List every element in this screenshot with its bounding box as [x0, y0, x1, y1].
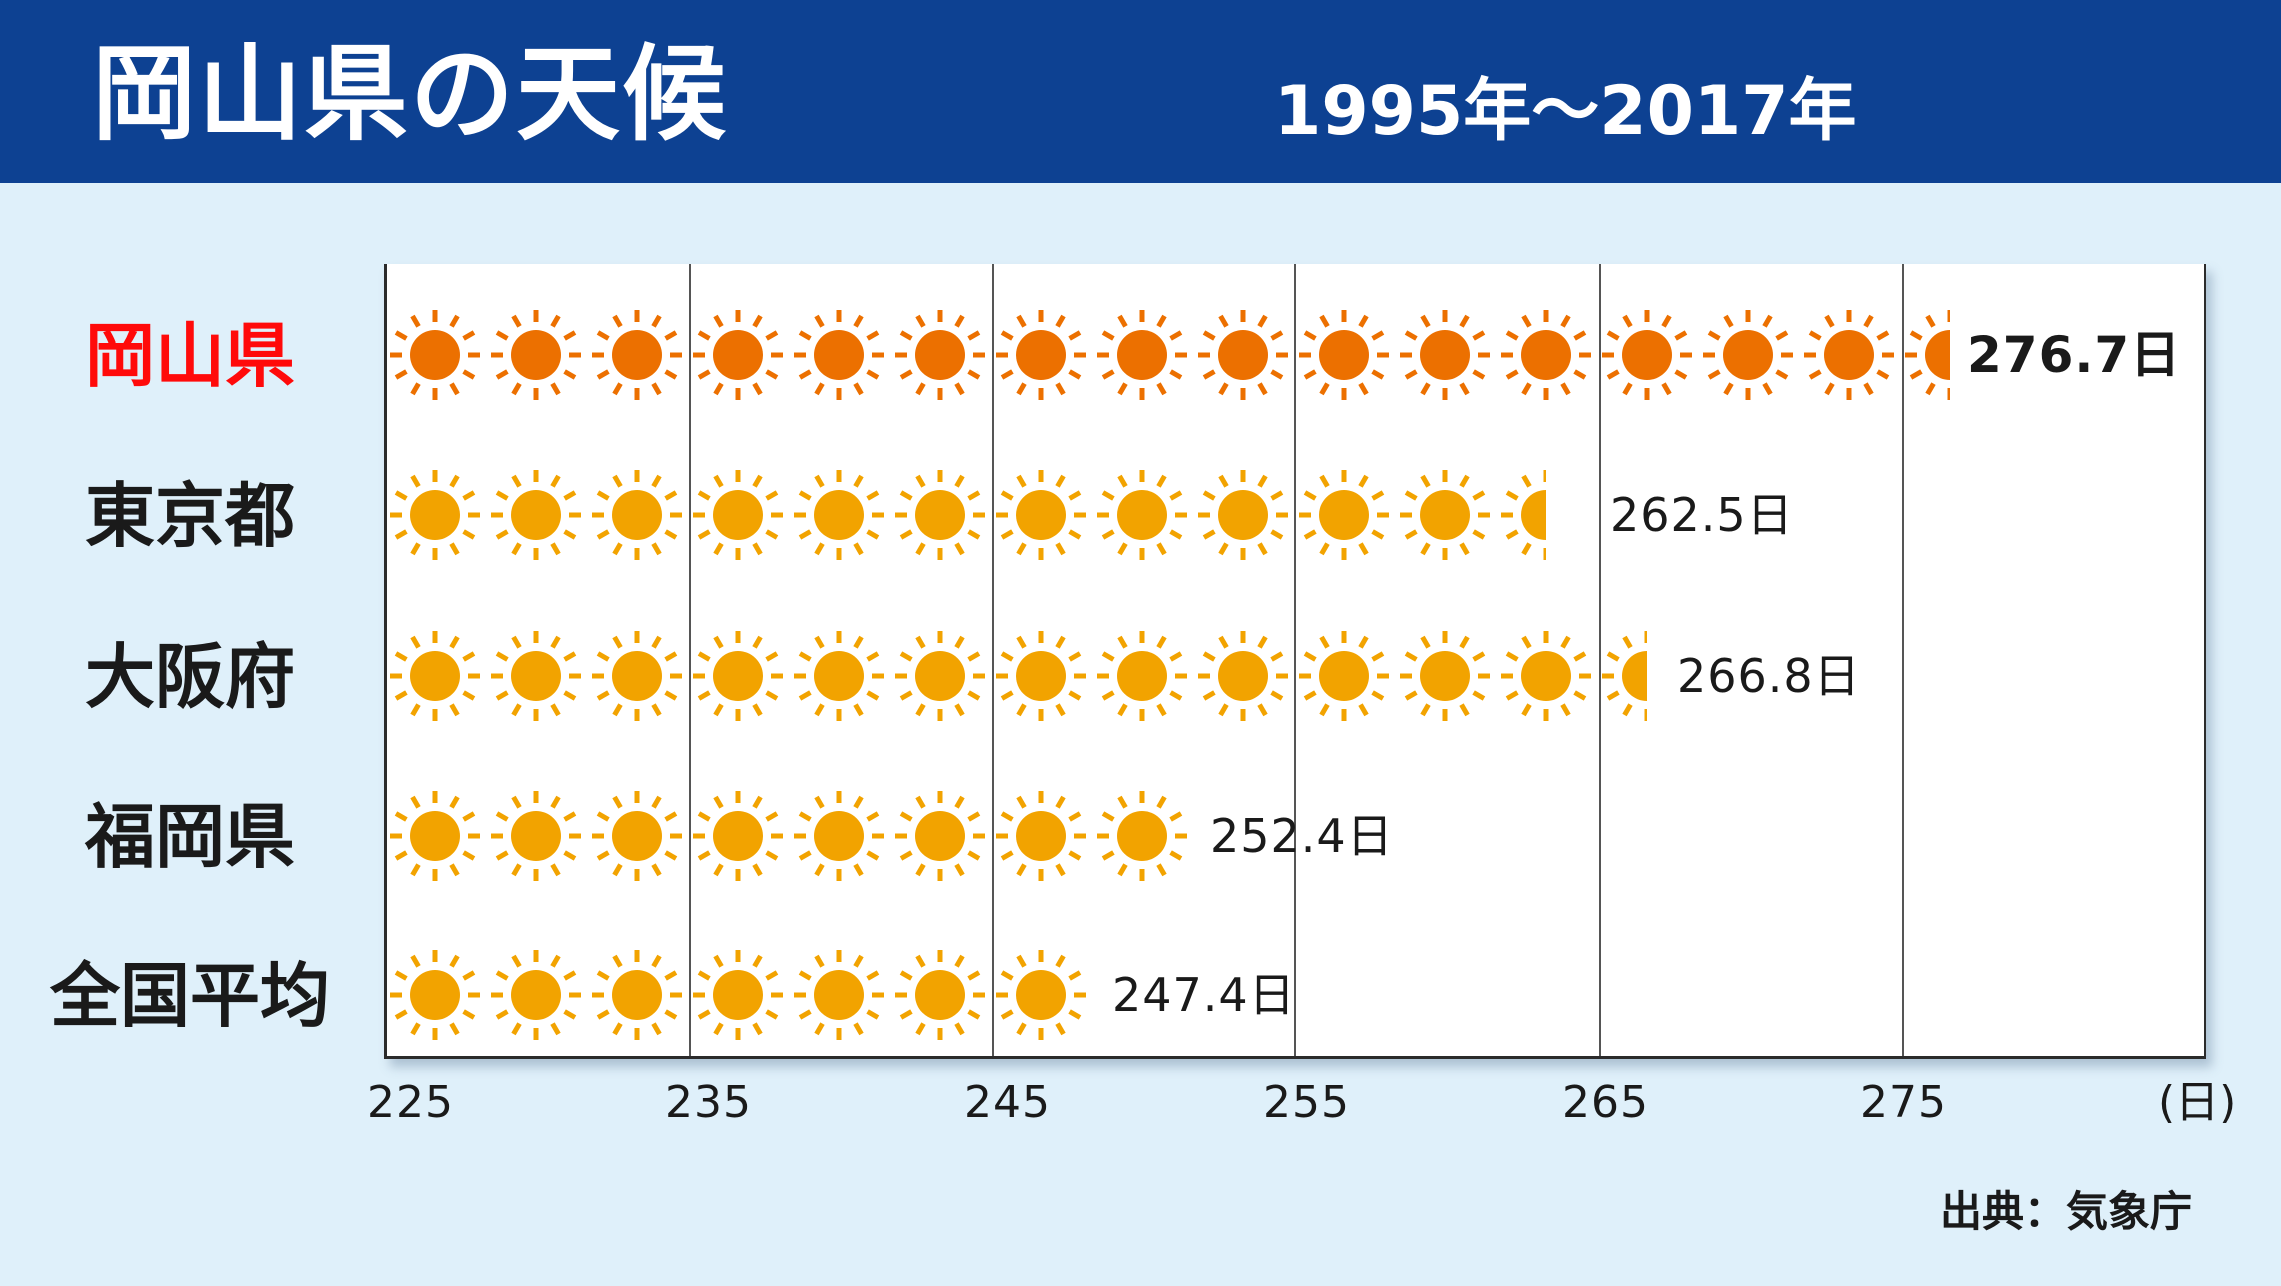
gridline-275	[1902, 264, 1904, 1056]
sun-bar-okayama	[387, 305, 1950, 405]
row-label-osaka: 大阪府	[85, 636, 295, 718]
gridline-235	[689, 264, 691, 1056]
sun-icon	[390, 470, 1546, 560]
row-label-okayama: 岡山県	[85, 315, 295, 397]
sun-bar-tokyo	[387, 465, 1546, 565]
chart-plot-area	[384, 264, 2206, 1059]
row-label-national-average: 全国平均	[50, 955, 330, 1037]
row-label-tokyo: 東京都	[85, 475, 295, 557]
period-subtitle: 1995年～2017年	[1274, 72, 1857, 151]
gridline-255	[1294, 264, 1296, 1056]
x-tick-235: 235	[665, 1077, 752, 1128]
x-tick-245: 245	[964, 1077, 1051, 1128]
sun-bar-osaka	[387, 626, 1647, 726]
value-label-okayama: 276.7日	[1967, 326, 2182, 384]
sun-icon	[390, 791, 1187, 881]
row-label-fukuoka: 福岡県	[85, 796, 295, 878]
header-bar: 岡山県の天候 1995年～2017年	[0, 0, 2281, 183]
sun-bar-fukuoka	[387, 786, 1190, 886]
x-axis-unit: (日)	[2158, 1077, 2237, 1128]
sun-bar-national-average	[387, 945, 1089, 1045]
sun-icon	[390, 631, 1647, 721]
x-tick-255: 255	[1263, 1077, 1350, 1128]
gridline-245	[992, 264, 994, 1056]
page-title: 岡山県の天候	[92, 33, 729, 155]
value-label-osaka: 266.8日	[1677, 649, 1861, 703]
source-credit: 出典：気象庁	[1940, 1187, 2193, 1236]
value-label-national-average: 247.4日	[1112, 968, 1296, 1022]
x-tick-225: 225	[367, 1077, 454, 1128]
sun-icon	[390, 950, 1086, 1040]
value-label-tokyo: 262.5日	[1610, 488, 1794, 542]
value-label-fukuoka: 252.4日	[1210, 809, 1394, 863]
x-tick-265: 265	[1562, 1077, 1649, 1128]
x-tick-275: 275	[1860, 1077, 1947, 1128]
sun-icon	[390, 310, 1950, 400]
gridline-265	[1599, 264, 1601, 1056]
